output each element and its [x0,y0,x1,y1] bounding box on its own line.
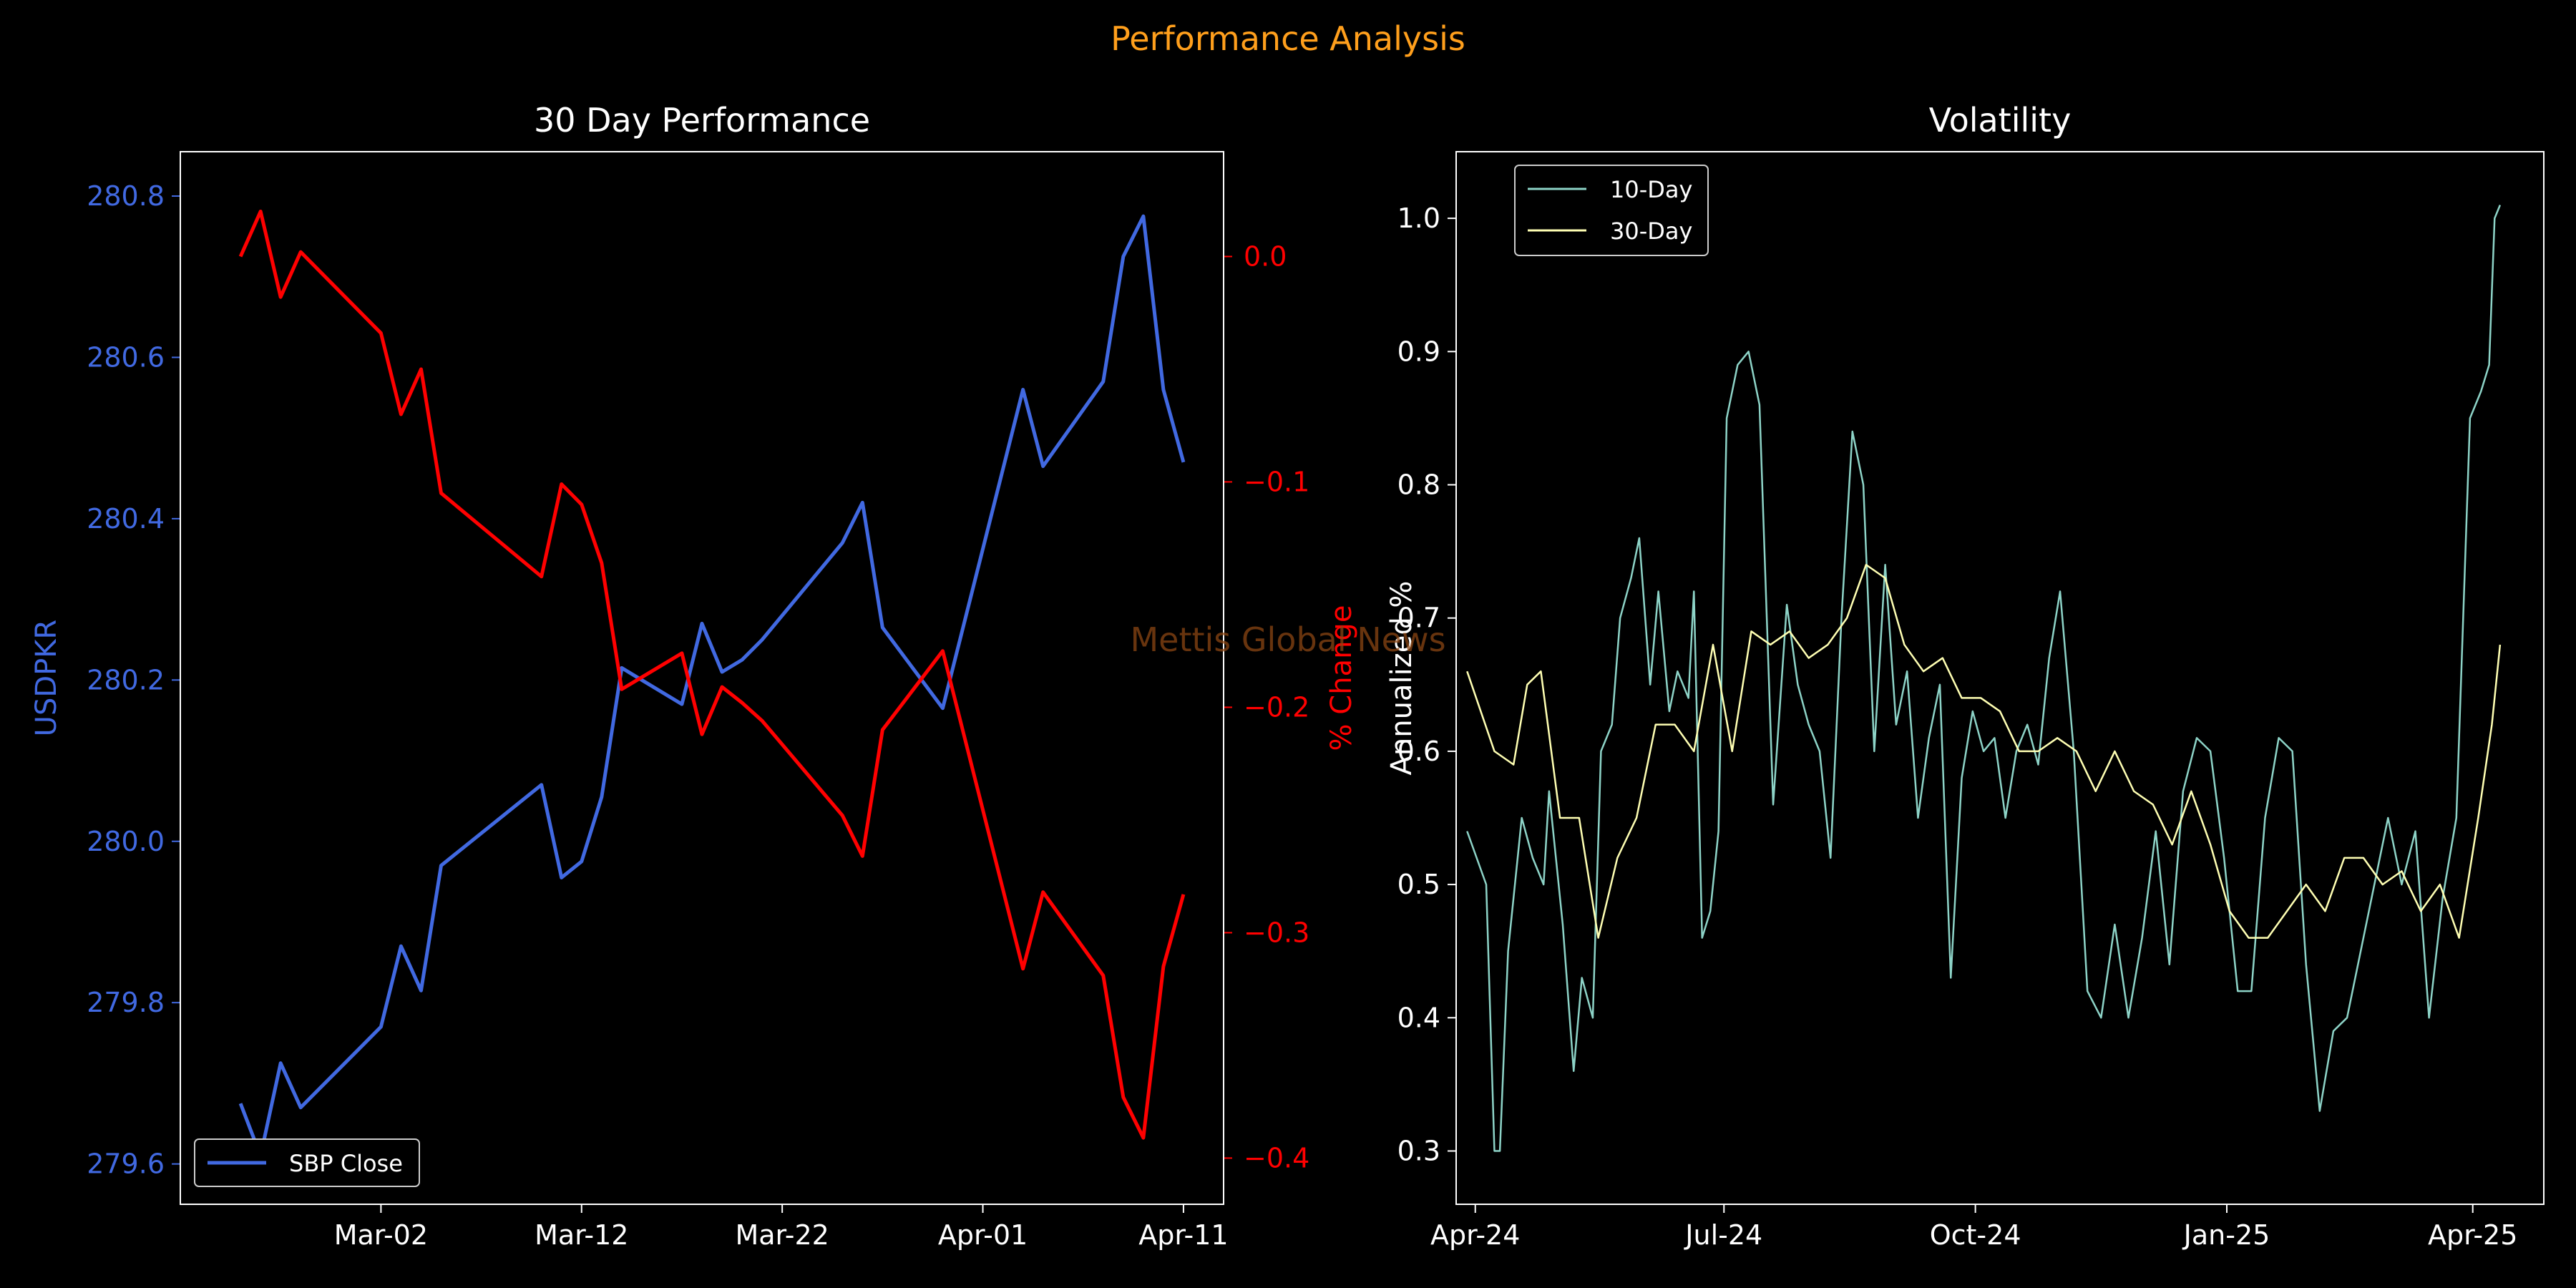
y-tick-label: 280.0 [87,826,165,857]
legend: SBP Close [194,1138,420,1187]
x-tick-label: Apr-01 [938,1219,1028,1251]
x-tick-label: Mar-22 [735,1219,829,1251]
y-tick-label: 0.7 [1397,602,1440,634]
y-tick-label: 280.8 [87,180,165,212]
y-tick-label: 279.6 [87,1148,165,1180]
y-tick-label: 0.6 [1397,736,1440,767]
series-line-pct-change [238,209,1186,1140]
y-tick-label: 280.4 [87,503,165,535]
figure-title: Performance Analysis [1111,19,1465,58]
y2-tick-label: −0.2 [1244,691,1309,723]
x-tick-label: Oct-24 [1930,1219,2021,1251]
legend-label: 10-Day [1610,176,1692,203]
x-tick-label: Jan-25 [2182,1219,2270,1251]
x-tick-label: Apr-24 [1430,1219,1520,1251]
series-line-sbp-close [238,214,1186,1158]
series-line-10-day [1466,205,2502,1152]
y-tick-label: 1.0 [1397,203,1440,234]
y-tick-label: 0.9 [1397,336,1440,367]
series-line-30-day [1466,563,2502,939]
legend-box [194,1138,420,1187]
y-tick-label: 280.2 [87,664,165,696]
watermark: Mettis Global News [1130,620,1445,659]
x-tick-label: Apr-25 [2428,1219,2517,1251]
x-tick-label: Mar-12 [535,1219,628,1251]
y-tick-label: 0.5 [1397,869,1440,900]
x-tick-label: Jul-24 [1684,1219,1762,1251]
y2-tick-label: 0.0 [1244,240,1287,272]
plot-frame [180,151,1224,1205]
x-tick-label: Apr-11 [1138,1219,1228,1251]
panel-1-title: 30 Day Performance [534,101,870,140]
panel-2-title: Volatility [1929,101,2072,140]
plot-frame [1455,151,2545,1205]
y-axis-label: Annualized % [1385,581,1418,776]
y-tick-label: 279.8 [87,987,165,1018]
panel-volatility: Volatility Apr-24 Jul-24 Oct-24 Jan-25 Apr-25… [1385,101,2545,1251]
legend-label: 30-Day [1610,218,1692,245]
panel-30-day-performance: 30 Day Performance Mar-02 Mar-12 Mar-22 Apr-… [30,101,1358,1251]
y-axis-label: USDPKR [30,620,63,737]
y2-axis-label: % Change [1325,605,1358,751]
legend: 10-Day 30-Day [1514,165,1709,256]
legend-label: SBP Close [289,1150,403,1177]
y2-tick-label: −0.3 [1244,917,1309,948]
y-tick-label: 0.4 [1397,1002,1440,1033]
y-tick-label: 0.8 [1397,469,1440,501]
y2-tick-label: −0.1 [1244,466,1309,497]
y-tick-label: 0.3 [1397,1136,1440,1167]
y2-tick-label: −0.4 [1244,1142,1309,1174]
x-tick-label: Mar-02 [334,1219,428,1251]
y-tick-label: 280.6 [87,341,165,373]
